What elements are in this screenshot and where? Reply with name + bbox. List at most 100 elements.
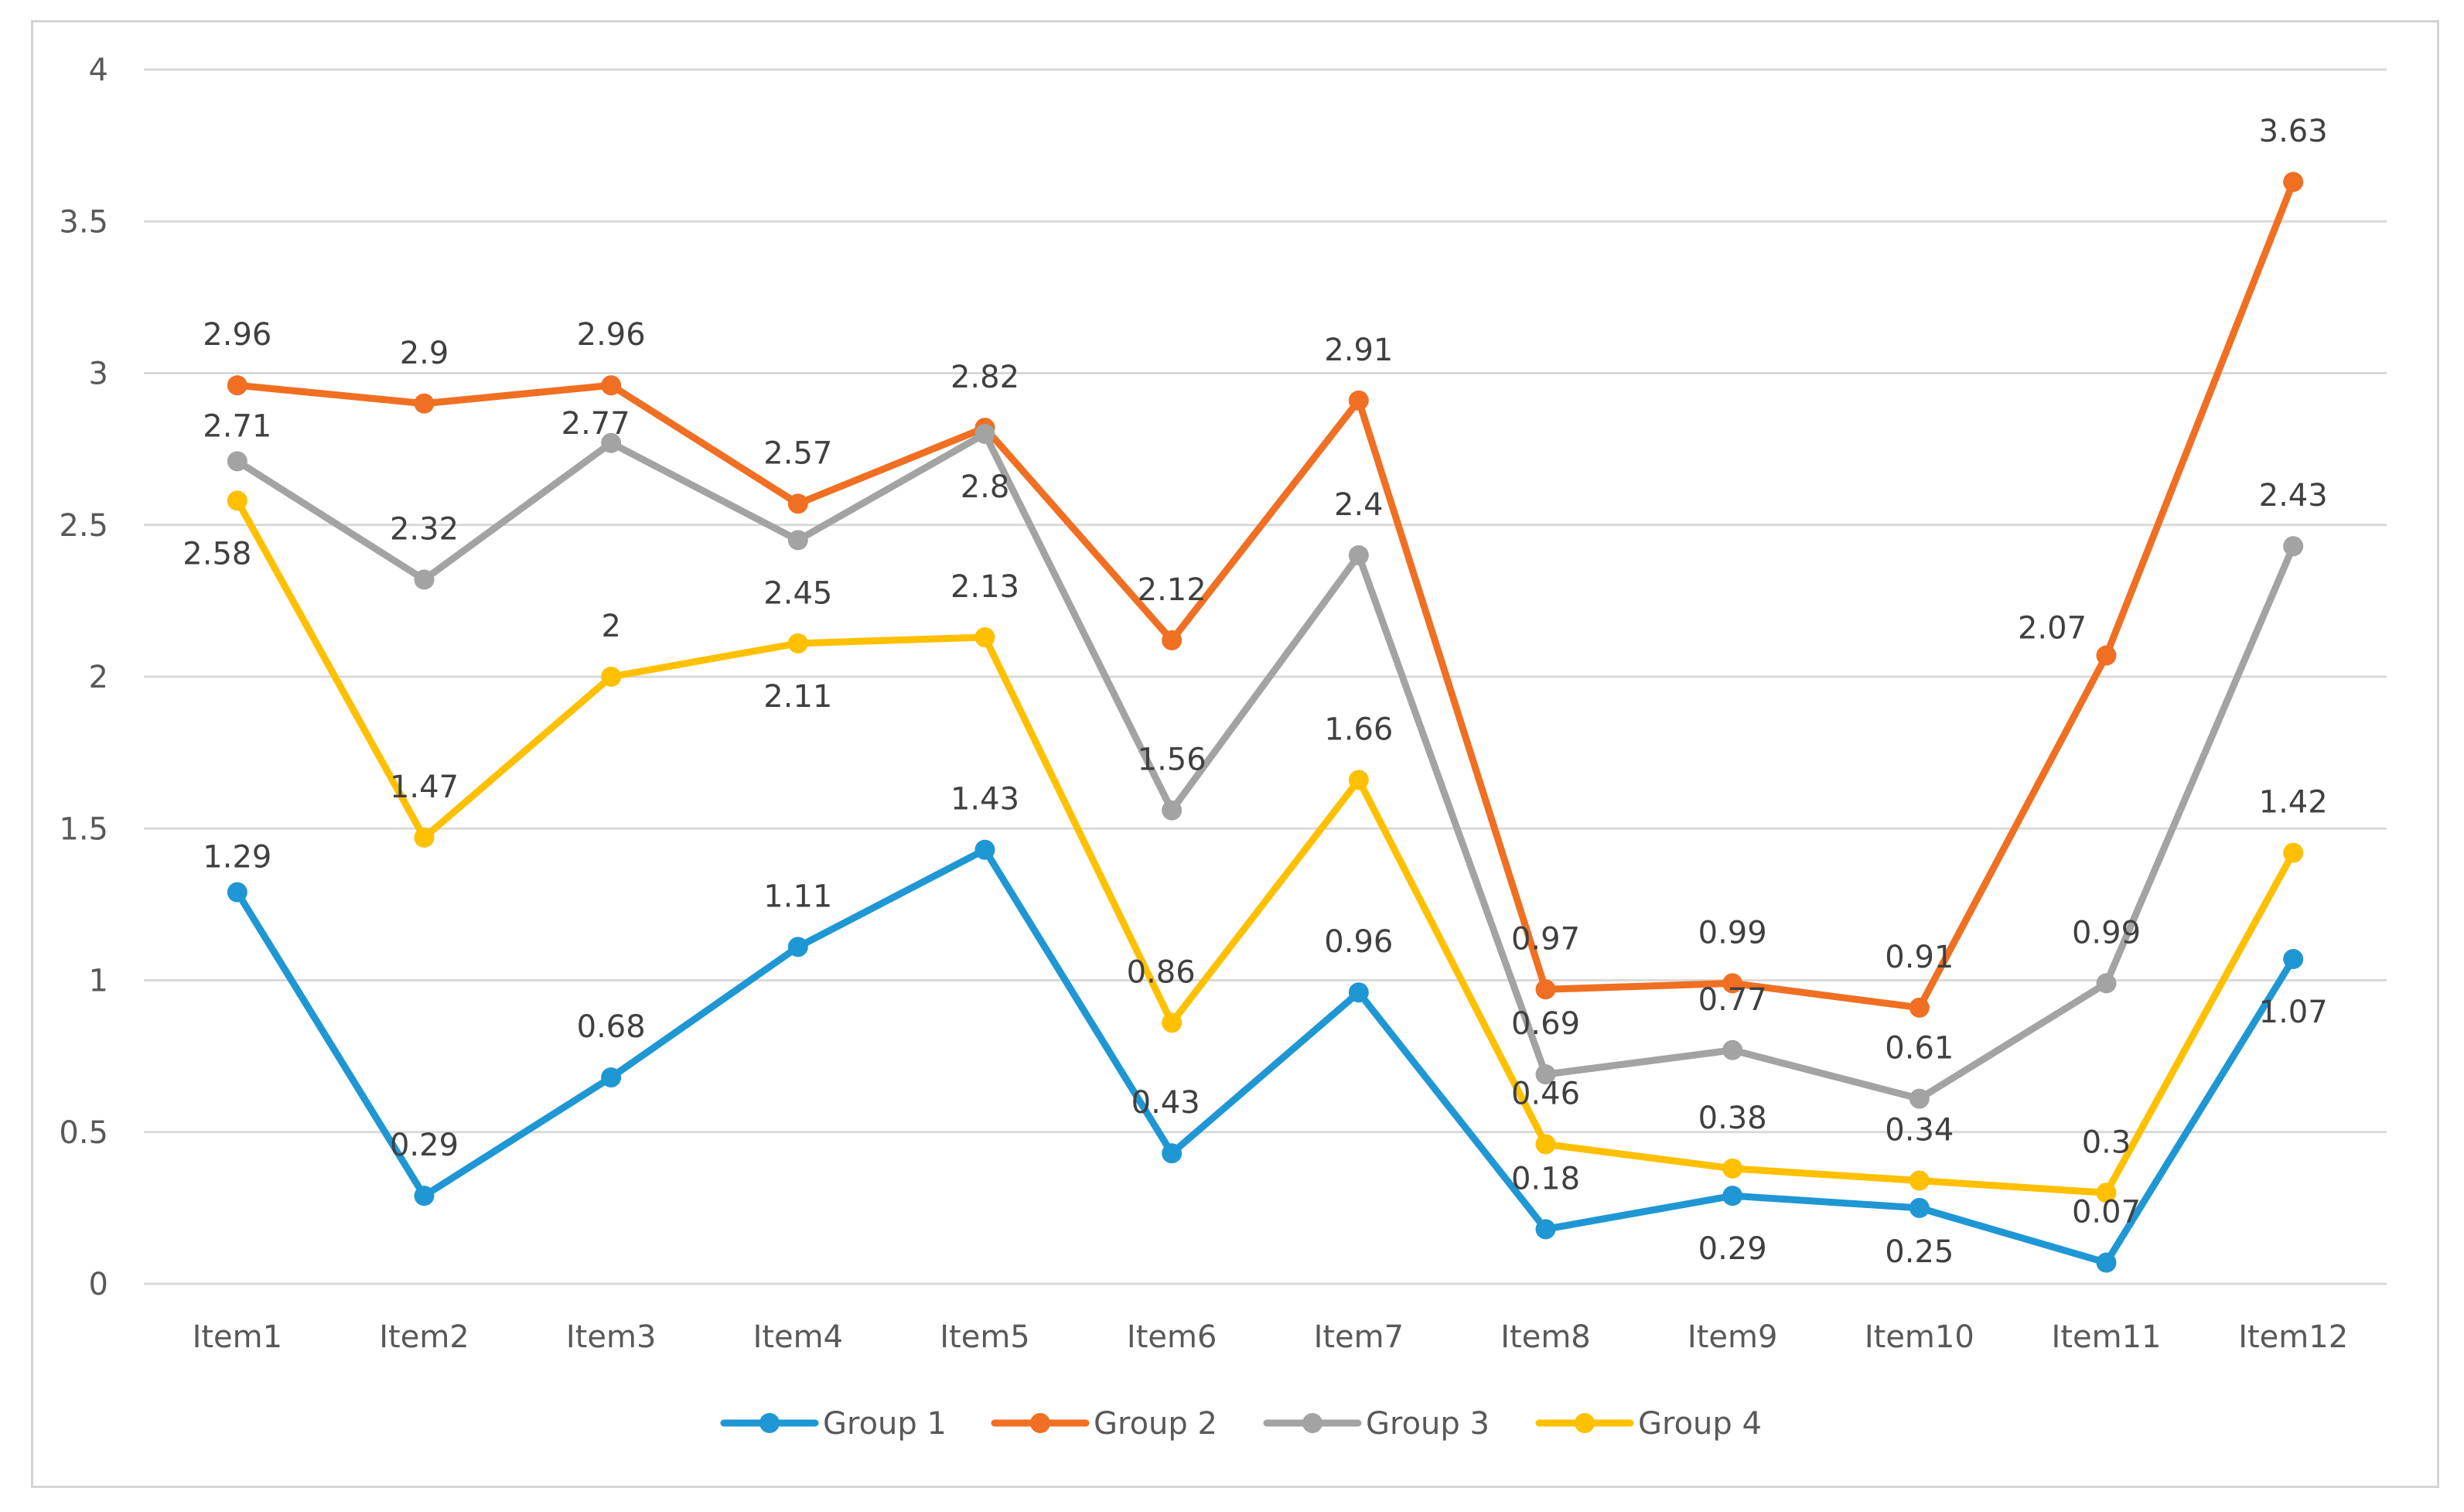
data-point-group-1 (1909, 1197, 1930, 1218)
data-label-group-1: 0.29 (390, 1128, 459, 1163)
data-point-group-3 (1535, 1064, 1556, 1085)
x-tick-label: Item8 (1500, 1319, 1591, 1355)
data-label-group-3: 0.99 (2072, 915, 2141, 951)
data-label-group-3: 2.45 (763, 575, 832, 611)
data-label-group-2: 2.96 (203, 317, 271, 353)
x-tick-label: Item11 (2052, 1319, 2162, 1355)
y-axis-tick-labels: 0 0.5 1 1.5 2 2.5 3 3.5 4 (59, 53, 108, 1302)
data-point-group-4 (1722, 1158, 1743, 1179)
data-label-group-2: 0.97 (1511, 921, 1580, 957)
data-point-group-1 (601, 1067, 622, 1088)
x-tick-label: Item1 (193, 1319, 283, 1355)
data-label-group-2: 2.07 (2018, 611, 2087, 647)
data-label-group-2: 2.12 (1138, 572, 1206, 608)
data-label-group-4: 2.11 (763, 679, 832, 715)
data-point-group-3 (1162, 800, 1183, 821)
data-point-group-4 (787, 633, 808, 654)
series-lines (227, 172, 2304, 1273)
data-label-group-2: 2.91 (1324, 333, 1393, 368)
data-point-group-2 (601, 375, 622, 396)
data-point-group-2 (1909, 997, 1930, 1018)
data-point-group-1 (1535, 1219, 1556, 1240)
data-point-group-2 (1535, 979, 1556, 1000)
series-line-group-2 (234, 178, 2297, 1012)
data-label-group-3: 1.56 (1138, 742, 1206, 778)
legend-marker-group-1 (759, 1413, 780, 1433)
data-point-group-4 (1909, 1170, 1930, 1191)
x-tick-label: Item4 (753, 1319, 844, 1355)
data-label-group-1: 1.29 (203, 840, 271, 875)
data-point-group-4 (2283, 842, 2304, 863)
data-label-group-3: 2.8 (961, 469, 1010, 505)
data-label-group-3: 2.4 (1334, 487, 1384, 523)
data-point-group-3 (2096, 973, 2117, 994)
y-tick-label: 2.5 (59, 508, 108, 544)
data-label-group-3: 2.32 (390, 511, 459, 547)
y-tick-label: 0.5 (59, 1115, 108, 1151)
data-labels: 1.29 0.29 0.68 1.11 1.43 0.43 0.96 0.18 0.29 0.25… (183, 114, 2327, 1270)
data-point-group-3 (414, 569, 435, 590)
y-tick-label: 1.5 (59, 811, 108, 847)
data-point-group-1 (2283, 949, 2304, 970)
legend-marker-group-4 (1575, 1413, 1595, 1433)
data-label-group-4: 1.42 (2259, 785, 2328, 821)
x-tick-label: Item12 (2238, 1319, 2348, 1355)
legend-label-group-4: Group 4 (1638, 1406, 1762, 1442)
data-point-group-4 (1162, 1012, 1183, 1033)
data-label-group-4: 0.86 (1127, 954, 1196, 990)
y-tick-label: 1 (89, 964, 108, 999)
data-point-group-1 (2096, 1252, 2117, 1273)
data-point-group-1 (414, 1186, 435, 1207)
x-tick-label: Item5 (940, 1319, 1030, 1355)
y-tick-label: 0 (89, 1267, 108, 1302)
x-tick-label: Item6 (1127, 1319, 1217, 1355)
series-line-group-4 (234, 497, 2297, 1196)
data-label-group-2: 2.82 (950, 360, 1019, 395)
data-label-group-3: 2.71 (203, 408, 271, 444)
data-point-group-1 (227, 882, 247, 903)
data-point-group-3 (787, 530, 808, 551)
data-label-group-2: 3.63 (2259, 114, 2328, 149)
data-label-group-1: 0.43 (1131, 1085, 1200, 1121)
data-point-group-2 (2283, 172, 2304, 193)
data-label-group-4: 1.66 (1324, 712, 1393, 747)
data-label-group-2: 0.91 (1885, 940, 1954, 975)
data-label-group-1: 1.43 (950, 782, 1019, 817)
data-point-group-3 (1348, 545, 1369, 565)
gridlines (144, 68, 2387, 1285)
series-line-group-3 (234, 430, 2297, 1103)
legend-label-group-1: Group 1 (823, 1406, 947, 1442)
x-tick-label: Item3 (566, 1319, 657, 1355)
data-label-group-3: 0.61 (1885, 1031, 1954, 1067)
data-label-group-4: 0.46 (1511, 1076, 1580, 1111)
data-point-group-3 (2283, 536, 2304, 557)
data-label-group-1: 0.07 (2072, 1195, 2141, 1230)
data-point-group-3 (601, 432, 622, 453)
y-tick-label: 4 (89, 53, 108, 88)
data-label-group-4: 0.34 (1885, 1113, 1954, 1149)
data-label-group-4: 2.13 (950, 569, 1019, 605)
data-point-group-2 (1348, 390, 1369, 411)
legend-marker-group-2 (1030, 1413, 1050, 1433)
data-label-group-2: 0.99 (1698, 915, 1767, 951)
data-point-group-3 (974, 424, 995, 444)
data-point-group-3 (227, 451, 247, 472)
data-point-group-1 (787, 937, 808, 957)
data-point-group-4 (1535, 1134, 1556, 1155)
data-label-group-3: 0.69 (1511, 1006, 1580, 1042)
data-point-group-2 (1162, 630, 1183, 650)
data-label-group-2: 2.9 (400, 336, 449, 371)
data-point-group-2 (414, 393, 435, 414)
legend-label-group-3: Group 3 (1366, 1406, 1490, 1442)
data-label-group-1: 1.07 (2259, 995, 2328, 1030)
data-label-group-4: 1.47 (390, 770, 459, 805)
data-point-group-4 (601, 667, 622, 687)
y-tick-label: 2 (89, 660, 108, 695)
data-label-group-3: 2.77 (561, 406, 630, 442)
data-point-group-3 (1722, 1039, 1743, 1060)
x-tick-label: Item2 (379, 1319, 469, 1355)
data-label-group-1: 1.11 (763, 879, 832, 914)
data-point-group-4 (414, 828, 435, 848)
x-tick-label: Item10 (1865, 1319, 1974, 1355)
data-label-group-2: 2.57 (763, 435, 832, 471)
